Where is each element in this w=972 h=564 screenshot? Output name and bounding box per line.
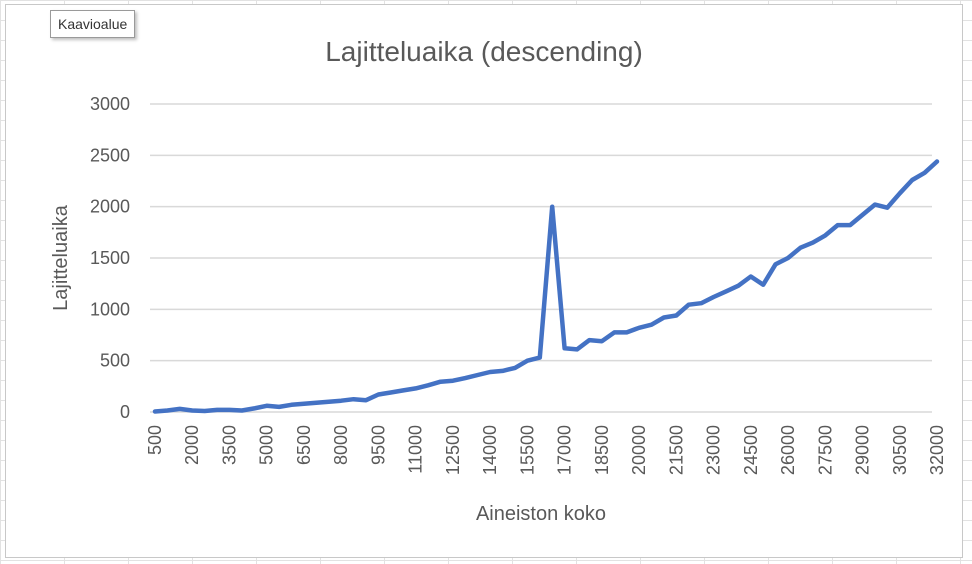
- y-tick-label: 1500: [90, 248, 130, 268]
- x-tick-label: 23000: [704, 425, 724, 475]
- x-tick-label: 30500: [890, 425, 910, 475]
- y-tick-label: 2000: [90, 197, 130, 217]
- y-tick-label: 2500: [90, 145, 130, 165]
- x-tick-label: 14000: [480, 425, 500, 475]
- x-tick-label: 11000: [406, 425, 426, 474]
- y-tick-label: 0: [120, 402, 130, 422]
- x-tick-label: 27500: [815, 425, 835, 475]
- x-tick-label: 26000: [778, 425, 798, 475]
- x-tick-label: 29000: [853, 425, 873, 475]
- x-tick-label: 18500: [592, 425, 612, 475]
- x-tick-label: 2000: [182, 425, 202, 465]
- x-tick-label: 6500: [294, 425, 314, 465]
- x-tick-label: 20000: [629, 425, 649, 475]
- x-tick-label: 24500: [741, 425, 761, 475]
- x-tick-label: 9500: [368, 425, 388, 465]
- chart-title[interactable]: Lajitteluaika (descending): [325, 36, 643, 67]
- y-axis-title[interactable]: Lajitteluaika: [50, 204, 72, 311]
- chart-area-tooltip: Kaavioalue: [50, 10, 136, 38]
- gridlines: [150, 103, 932, 413]
- x-tick-label: 500: [145, 425, 165, 455]
- x-axis-title[interactable]: Aineiston koko: [476, 503, 606, 525]
- x-tick-label: 5000: [257, 425, 277, 465]
- y-tick-label: 3000: [90, 94, 130, 114]
- chart-area[interactable]: [5, 4, 963, 558]
- y-tick-label: 1000: [90, 299, 130, 319]
- x-tick-label: 8000: [331, 425, 351, 465]
- x-tick-label: 17000: [555, 425, 575, 475]
- x-tick-label: 32000: [927, 425, 947, 475]
- x-axis-ticks: 500 2000 3500 5000 6500 8000 9500 11000 12500 140…: [145, 425, 947, 475]
- x-tick-label: 3500: [219, 425, 239, 465]
- series-line[interactable]: [152, 159, 940, 414]
- y-axis-ticks: 0 500 1000 1500 2000 2500 3000: [90, 94, 130, 422]
- y-tick-label: 500: [100, 351, 130, 371]
- x-tick-label: 21500: [666, 425, 686, 475]
- x-tick-label: 15500: [517, 425, 537, 475]
- x-tick-label: 12500: [443, 425, 463, 475]
